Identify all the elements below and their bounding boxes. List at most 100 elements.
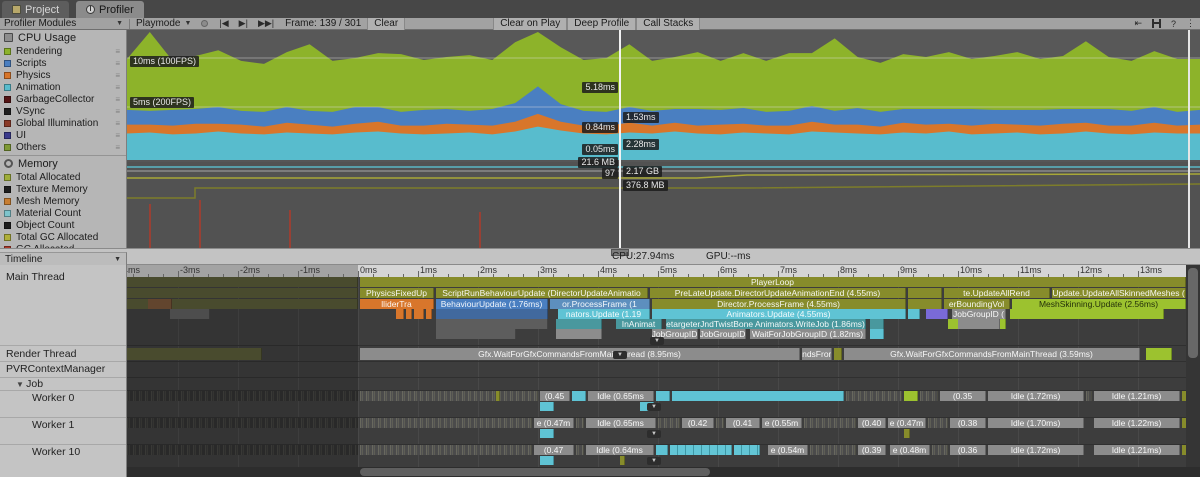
timeline-bar[interactable] bbox=[170, 309, 210, 319]
load-icon[interactable]: ⇤ bbox=[1134, 18, 1142, 28]
timeline-sample-bar[interactable]: andsFrom bbox=[802, 348, 832, 360]
timeline-bar[interactable] bbox=[127, 418, 358, 428]
clear-on-play-toggle[interactable]: Clear on Play bbox=[493, 17, 568, 30]
timeline-bar[interactable] bbox=[958, 319, 1000, 329]
timeline-bar[interactable] bbox=[436, 329, 516, 339]
timeline-sample-bar[interactable]: erBoundingVol bbox=[944, 299, 1010, 309]
timeline-sample-bar[interactable]: e (0.47m bbox=[888, 418, 926, 428]
call-stacks-toggle[interactable]: Call Stacks bbox=[636, 17, 701, 30]
timeline-sample-bar[interactable]: lliderTra bbox=[360, 299, 434, 309]
timeline-bar[interactable] bbox=[127, 445, 358, 455]
vertical-scrollbar[interactable] bbox=[1186, 265, 1200, 467]
cpu-legend-item[interactable]: Global Illumination ≡ bbox=[0, 117, 126, 129]
timeline-bar[interactable] bbox=[576, 418, 584, 428]
timeline-bar[interactable] bbox=[804, 418, 856, 428]
cpu-legend-item[interactable]: UI ≡ bbox=[0, 129, 126, 141]
timeline-bar[interactable] bbox=[658, 418, 680, 428]
timeline-bar[interactable] bbox=[716, 418, 724, 428]
timeline-sample-bar[interactable]: Idle (1.70ms) bbox=[988, 418, 1084, 428]
timeline-bar[interactable] bbox=[127, 277, 358, 287]
timeline-sample-bar[interactable]: Idle (0.65ms bbox=[588, 391, 654, 401]
timeline-sample-bar[interactable]: Idle (0.65ms bbox=[586, 418, 656, 428]
timeline-bar[interactable] bbox=[932, 445, 948, 455]
timeline-sample-bar[interactable]: nators.Update (1.19 bbox=[558, 309, 650, 319]
timeline-bar[interactable] bbox=[148, 299, 172, 309]
timeline-sample-bar[interactable]: Idle (1.72ms) bbox=[988, 391, 1084, 401]
timeline-bar[interactable] bbox=[1182, 418, 1186, 428]
profiler-modules-dropdown[interactable]: Profiler Modules ▼ bbox=[0, 18, 127, 30]
timeline-bar[interactable] bbox=[360, 391, 538, 401]
timeline-bar[interactable] bbox=[908, 309, 920, 319]
timeline-bar[interactable] bbox=[870, 329, 884, 339]
memory-legend-item[interactable]: Object Count bbox=[0, 219, 126, 231]
timeline-sample-bar[interactable]: Idle (1.21ms) bbox=[1094, 391, 1180, 401]
timeline-canvas[interactable]: -4ms -3ms -2ms -1ms 0ms 1ms 2ms 3ms 4ms 5ms 6ms 7ms… bbox=[127, 265, 1186, 467]
timeline-bar[interactable] bbox=[127, 288, 358, 298]
timeline-sample-bar[interactable]: WaitForJobGroupID (1.82ms) bbox=[750, 329, 866, 339]
drag-handle-icon[interactable]: ≡ bbox=[115, 106, 120, 116]
timeline-sample-bar[interactable]: MeshSkinning.Update (2.56ms) bbox=[1012, 299, 1186, 309]
drag-handle-icon[interactable]: ≡ bbox=[115, 142, 120, 152]
thread-row-job[interactable]: ▼ Job bbox=[16, 378, 43, 390]
timeline-sample-bar[interactable]: te.UpdateAllRend bbox=[944, 288, 1050, 298]
collapse-arrow-button[interactable]: ▼ bbox=[647, 403, 661, 411]
memory-legend-item[interactable]: Mesh Memory bbox=[0, 195, 126, 207]
timeline-sample-bar[interactable]: ScriptRunBehaviourUpdate (DirectorUpdate… bbox=[436, 288, 648, 298]
timeline-bar[interactable] bbox=[926, 309, 948, 319]
memory-legend-item[interactable]: Material Count bbox=[0, 207, 126, 219]
cpu-legend-item[interactable]: Others ≡ bbox=[0, 141, 126, 153]
last-frame-button[interactable]: ▶▶| bbox=[257, 18, 275, 28]
vertical-scrollbar-handle[interactable] bbox=[1188, 268, 1198, 358]
timeline-bar[interactable] bbox=[396, 309, 404, 319]
cpu-legend-item[interactable]: Animation ≡ bbox=[0, 81, 126, 93]
timeline-bar[interactable] bbox=[920, 391, 938, 401]
prev-frame-button[interactable]: |◀ bbox=[219, 18, 229, 28]
timeline-sample-bar[interactable]: JobGroupID bbox=[652, 329, 698, 339]
cpu-legend-item[interactable]: GarbageCollector ≡ bbox=[0, 93, 126, 105]
timeline-sample-bar[interactable]: JobGroupID bbox=[700, 329, 746, 339]
timeline-sample-bar[interactable]: e (0.54m bbox=[768, 445, 808, 455]
timeline-ruler[interactable]: -4ms -3ms -2ms -1ms 0ms 1ms 2ms 3ms 4ms 5ms 6ms 7ms… bbox=[127, 265, 1186, 277]
collapse-arrow-button[interactable]: ▼ bbox=[613, 351, 627, 359]
selected-frame-line[interactable] bbox=[619, 30, 621, 248]
timeline-bar[interactable] bbox=[360, 445, 532, 455]
cpu-usage-chart[interactable] bbox=[127, 30, 1200, 160]
timeline-bar[interactable] bbox=[127, 348, 262, 360]
record-icon[interactable] bbox=[201, 20, 209, 27]
timeline-sample-bar[interactable]: Gfx.WaitForGfxCommandsFromMainThread (3.… bbox=[844, 348, 1140, 360]
timeline-bar[interactable] bbox=[496, 391, 500, 401]
timeline-bar[interactable] bbox=[127, 299, 358, 309]
timeline-sample-bar[interactable]: Idle (1.21ms) bbox=[1094, 445, 1180, 455]
timeline-bar[interactable] bbox=[1146, 348, 1172, 360]
timeline-bar[interactable] bbox=[540, 429, 554, 438]
timeline-sample-bar[interactable]: Idle (1.72ms) bbox=[988, 445, 1084, 455]
help-icon[interactable]: ? bbox=[1170, 18, 1176, 29]
timeline-bar[interactable] bbox=[556, 329, 602, 339]
playmode-dropdown[interactable]: Playmode ▼ bbox=[132, 18, 195, 30]
frame-selection-handle[interactable] bbox=[611, 249, 629, 256]
timeline-bar[interactable] bbox=[656, 445, 668, 455]
timeline-sample-bar[interactable]: JobGroupID ( bbox=[952, 309, 1006, 319]
timeline-bar[interactable] bbox=[656, 391, 670, 401]
timeline-bar[interactable] bbox=[127, 391, 358, 401]
timeline-bar[interactable] bbox=[846, 391, 902, 401]
drag-handle-icon[interactable]: ≡ bbox=[115, 130, 120, 140]
drag-handle-icon[interactable]: ≡ bbox=[115, 94, 120, 104]
cpu-legend-item[interactable]: Physics ≡ bbox=[0, 69, 126, 81]
timeline-bar[interactable] bbox=[360, 418, 532, 428]
horizontal-scrollbar[interactable] bbox=[127, 467, 1186, 477]
memory-chart[interactable] bbox=[127, 162, 1200, 248]
timeline-bar[interactable] bbox=[810, 445, 856, 455]
deep-profile-toggle[interactable]: Deep Profile bbox=[567, 17, 637, 30]
timeline-sample-bar[interactable]: (0.39 bbox=[858, 445, 886, 455]
timeline-bar[interactable] bbox=[406, 309, 412, 319]
collapse-arrow-button[interactable]: ▼ bbox=[650, 337, 664, 345]
timeline-sample-bar[interactable]: (0.41 bbox=[726, 418, 760, 428]
drag-handle-icon[interactable]: ≡ bbox=[115, 46, 120, 56]
thread-row-render-thread[interactable]: Render Thread bbox=[6, 348, 76, 360]
next-frame-button[interactable]: ▶| bbox=[238, 18, 248, 28]
timeline-sample-bar[interactable]: e (0.55m bbox=[762, 418, 802, 428]
horizontal-scrollbar-handle[interactable] bbox=[360, 468, 710, 476]
context-menu-icon[interactable]: ⋮ bbox=[1186, 18, 1195, 28]
timeline-sample-bar[interactable]: (0.35 bbox=[940, 391, 986, 401]
